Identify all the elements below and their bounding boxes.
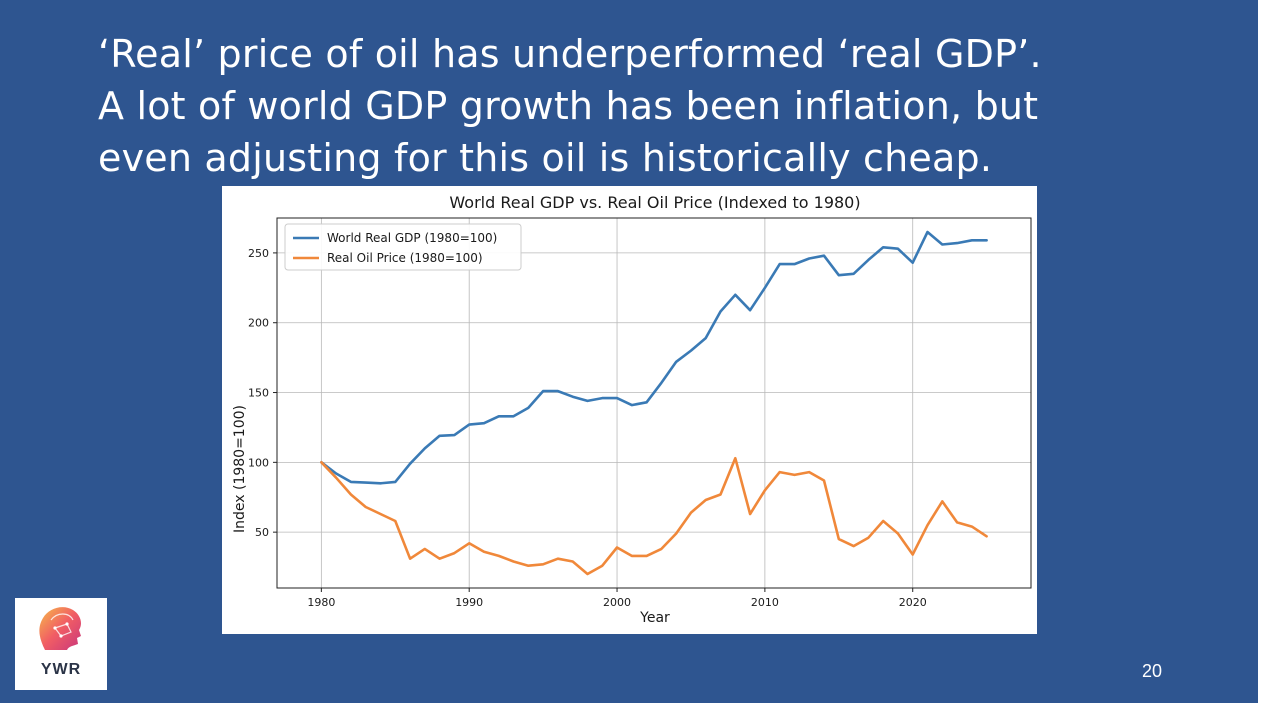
y-tick-label: 100 (248, 456, 269, 469)
plot-frame (276, 217, 1032, 589)
x-tick-label: 2020 (899, 596, 927, 609)
grid-lines (277, 218, 1031, 588)
legend-box (284, 223, 522, 271)
legend: World Real GDP (1980=100) Real Oil Price … (284, 223, 522, 271)
data-series (320, 230, 988, 576)
x-axis-label: Year (639, 610, 670, 626)
slide-headline: ‘Real’ price of oil has underperformed ‘… (98, 28, 1198, 184)
y-axis-label: Index (1980=100) (232, 405, 248, 533)
series-line-world-gdp (320, 230, 988, 485)
y-tick-label: 250 (248, 247, 269, 260)
legend-label: World Real GDP (1980=100) (327, 231, 497, 245)
page-number: 20 (1141, 661, 1163, 681)
company-logo: YWR (15, 598, 107, 690)
chart-panel: World Real GDP vs. Real Oil Price (Index… (222, 186, 1037, 634)
x-tick-label: 1990 (455, 596, 483, 609)
headline-line-3: even adjusting for this oil is historica… (98, 136, 993, 180)
legend-label: Real Oil Price (1980=100) (327, 251, 483, 265)
x-tick-label: 2010 (751, 596, 779, 609)
y-tick-label: 50 (255, 526, 269, 539)
y-tick-label: 150 (248, 387, 269, 400)
chart-title: World Real GDP vs. Real Oil Price (Index… (449, 193, 860, 212)
logo-text: YWR (40, 661, 82, 678)
head-logo-icon (39, 607, 81, 650)
headline-line-2: A lot of world GDP growth has been infla… (98, 84, 1039, 128)
axis-ticks: 1980 1990 2000 2010 2020 50 100 150 200 250 (248, 247, 927, 609)
x-tick-label: 2000 (603, 596, 631, 609)
x-tick-label: 1980 (307, 596, 335, 609)
headline-line-1: ‘Real’ price of oil has underperformed ‘… (98, 32, 1042, 76)
series-line-oil-price (320, 456, 988, 576)
line-chart: World Real GDP vs. Real Oil Price (Index… (232, 193, 1032, 626)
y-tick-label: 200 (248, 317, 269, 330)
